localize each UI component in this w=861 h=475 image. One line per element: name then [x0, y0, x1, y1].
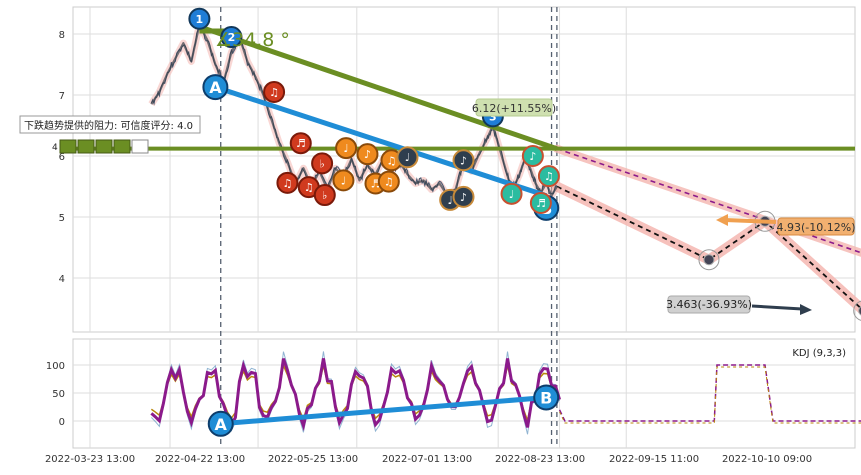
- x-tick-label: 2022-07-01 13:00: [382, 454, 472, 465]
- marker-red: [311, 152, 334, 175]
- resistance-label-box: [475, 98, 553, 117]
- y-tick-label: 5: [59, 213, 65, 224]
- marker-label: ♪: [460, 154, 467, 167]
- score-badge: [59, 139, 77, 154]
- marker-label: ♫: [269, 86, 279, 99]
- target-dot: [703, 254, 715, 266]
- y-tick-label: 8: [59, 30, 65, 41]
- marker-label: ♭: [320, 157, 325, 170]
- target-ring: [698, 249, 720, 271]
- marker-teal: [537, 165, 560, 188]
- kdj-anchor-marker: [207, 410, 234, 437]
- marker-red: [313, 184, 336, 207]
- marker-label: ♩: [405, 151, 410, 164]
- target-dot: [858, 305, 861, 316]
- resistance-label: 6.12(+11.55%): [472, 102, 556, 115]
- x-tick-label: 2022-09-15 11:00: [609, 454, 699, 465]
- kdj-title: KDJ (9,3,3): [792, 348, 846, 359]
- kdj-y-tick-label: 50: [52, 389, 65, 400]
- x-tick-label: 2022-10-10 09:00: [722, 454, 812, 465]
- marker-dark: [396, 146, 419, 169]
- marker-teal: [521, 145, 544, 167]
- target-down-label: 3.463(-36.93%): [666, 298, 752, 311]
- angle-label: ∡34.8 °: [215, 29, 290, 51]
- marker-orange: [335, 137, 358, 160]
- marker-label: A: [209, 78, 222, 97]
- tooltip-count: 4: [52, 143, 58, 153]
- x-tick-label: 2022-04-22 13:00: [155, 454, 245, 465]
- marker-label: ♪: [364, 148, 371, 161]
- marker-dark: [452, 185, 475, 208]
- marker-label: ♭: [322, 189, 327, 202]
- target-up-arrow: [724, 218, 777, 224]
- support-trendline: [214, 84, 547, 199]
- marker-label: ♫: [384, 176, 394, 189]
- kdj-forecast-d-line: [559, 366, 861, 424]
- kdj-anchor-marker: [533, 384, 560, 411]
- forecast-trend-line: [556, 147, 861, 254]
- marker-anchor: [202, 74, 229, 101]
- kdj-anchor-label: B: [540, 388, 552, 407]
- marker-dark: [452, 149, 475, 172]
- kdj-trendline: [220, 394, 547, 427]
- marker-label: ♫: [387, 154, 397, 167]
- marker-label: 2: [228, 31, 236, 44]
- y-tick-label: 6: [59, 152, 65, 163]
- marker-peak: [220, 26, 243, 49]
- target-down-arrowhead: [800, 304, 812, 315]
- x-tick-label: 2022-05-25 13:00: [268, 454, 358, 465]
- score-badge: [95, 139, 113, 154]
- resistance-trendline: [198, 24, 558, 152]
- marker-label: ♫: [304, 181, 314, 194]
- target-up-arrowhead: [716, 214, 728, 226]
- marker-orange: [332, 169, 355, 192]
- tooltip-text: 下跌趋势提供的阻力: 可信度评分: 4.0: [24, 119, 193, 132]
- score-badge: [113, 139, 131, 154]
- marker-label: ♪: [460, 191, 467, 204]
- target-up-box: [777, 217, 855, 236]
- marker-label: ♩: [344, 142, 349, 155]
- score-badge: [77, 139, 95, 154]
- marker-peak: [188, 7, 211, 30]
- kdj-y-tick-label: 0: [59, 417, 65, 428]
- forecast-path: [556, 185, 861, 310]
- marker-label: ♪: [529, 150, 536, 163]
- marker-red: [289, 132, 312, 155]
- marker-teal: [500, 182, 523, 205]
- x-tick-label: 2022-08-23 13:00: [495, 454, 585, 465]
- marker-label: ♩: [341, 174, 346, 187]
- marker-label: ♩: [509, 188, 514, 201]
- target-up-label: 4.93(-10.12%): [777, 221, 856, 234]
- marker-label: ♩: [448, 194, 453, 207]
- kdj-k-line: [150, 358, 561, 432]
- marker-label: ♬: [296, 137, 306, 150]
- target-down-box: [667, 295, 751, 314]
- marker-label: ♬: [371, 177, 381, 190]
- marker-label: ♫: [544, 170, 554, 183]
- tooltip-box: [19, 115, 201, 134]
- kdj-forecast-line: [558, 364, 861, 422]
- y-tick-label: 7: [59, 91, 65, 102]
- x-tick-label: 2022-03-23 13:00: [45, 454, 135, 465]
- marker-orange: [356, 143, 379, 166]
- kdj-anchor-label: A: [215, 415, 228, 434]
- marker-label: ♫: [282, 177, 292, 190]
- kdj-y-tick-label: 100: [46, 361, 65, 372]
- y-tick-label: 4: [59, 274, 65, 285]
- target-ring: [853, 300, 861, 321]
- marker-teal: [529, 191, 552, 214]
- marker-orange: [377, 170, 400, 193]
- marker-label: 1: [196, 13, 204, 26]
- score-badge-empty: [131, 139, 149, 154]
- marker-label: ♬: [536, 197, 546, 210]
- marker-red: [276, 171, 299, 194]
- marker-label: 3: [489, 110, 497, 123]
- marker-red: [263, 80, 286, 103]
- price-wave: [150, 23, 558, 197]
- target-down-arrow: [751, 304, 803, 311]
